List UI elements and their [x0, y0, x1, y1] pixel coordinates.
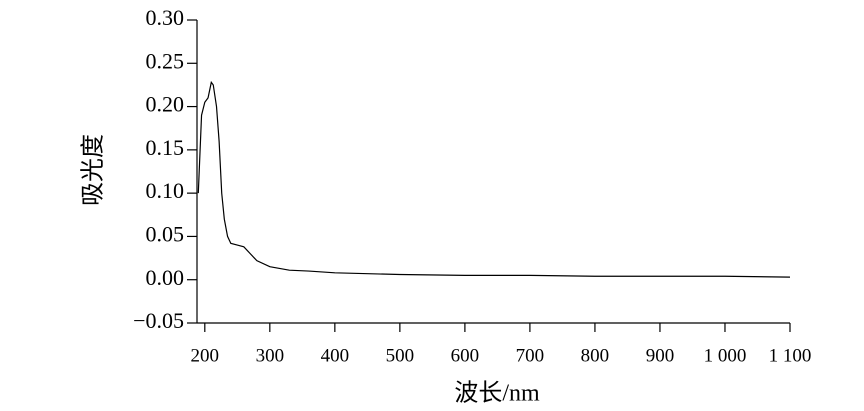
- y-axis-label: 吸光度: [80, 134, 107, 206]
- y-tick-label: 0.00: [146, 265, 185, 290]
- y-tick-label: 0.15: [146, 135, 185, 160]
- y-tick-label: 0.05: [146, 221, 185, 246]
- y-tick-label: −0.05: [133, 308, 184, 333]
- y-tick-label: 0.30: [146, 5, 185, 30]
- x-tick-label: 1 000: [704, 345, 747, 366]
- x-tick-label: 300: [256, 345, 285, 366]
- x-tick-label: 500: [386, 345, 415, 366]
- y-tick-label: 0.25: [146, 48, 185, 73]
- x-tick-label: 700: [516, 345, 545, 366]
- x-tick-label: 800: [581, 345, 610, 366]
- x-tick-label: 600: [451, 345, 480, 366]
- x-tick-label: 200: [191, 345, 220, 366]
- y-tick-label: 0.20: [146, 92, 185, 117]
- x-tick-label: 400: [321, 345, 350, 366]
- x-axis-label: 波长/nm: [454, 380, 540, 407]
- y-tick-label: 0.10: [146, 178, 185, 203]
- x-tick-label: 1 100: [769, 345, 812, 366]
- line: [197, 80, 791, 278]
- x-tick-label: 900: [646, 345, 675, 366]
